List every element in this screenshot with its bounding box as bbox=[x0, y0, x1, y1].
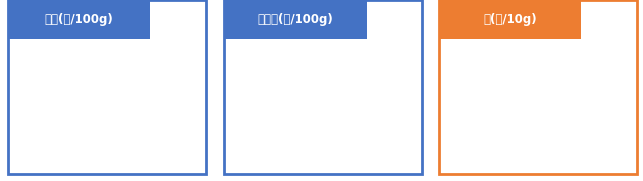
Text: 264: 264 bbox=[543, 56, 565, 66]
Text: 273: 273 bbox=[606, 43, 628, 52]
Text: 맛살(원/100g): 맛살(원/100g) bbox=[44, 13, 113, 26]
Text: 627: 627 bbox=[360, 47, 383, 57]
Text: 623: 623 bbox=[16, 102, 38, 112]
Text: 615: 615 bbox=[392, 102, 414, 112]
Text: 703: 703 bbox=[143, 44, 166, 54]
Text: 685: 685 bbox=[80, 49, 102, 59]
Text: 266: 266 bbox=[575, 53, 596, 63]
Text: 622: 622 bbox=[233, 92, 255, 102]
Text: 711: 711 bbox=[112, 43, 134, 52]
Text: 259: 259 bbox=[479, 102, 500, 112]
Text: 햄(원/10g): 햄(원/10g) bbox=[483, 13, 537, 26]
Text: 630: 630 bbox=[265, 43, 286, 52]
Text: 628: 628 bbox=[296, 45, 318, 55]
Text: 즉석밥(원/100g): 즉석밥(원/100g) bbox=[258, 13, 334, 26]
Text: 659: 659 bbox=[48, 55, 69, 65]
Text: 263: 263 bbox=[511, 58, 532, 68]
Text: 701: 701 bbox=[176, 45, 197, 55]
Text: 625: 625 bbox=[329, 50, 350, 60]
Text: 264: 264 bbox=[447, 56, 469, 66]
